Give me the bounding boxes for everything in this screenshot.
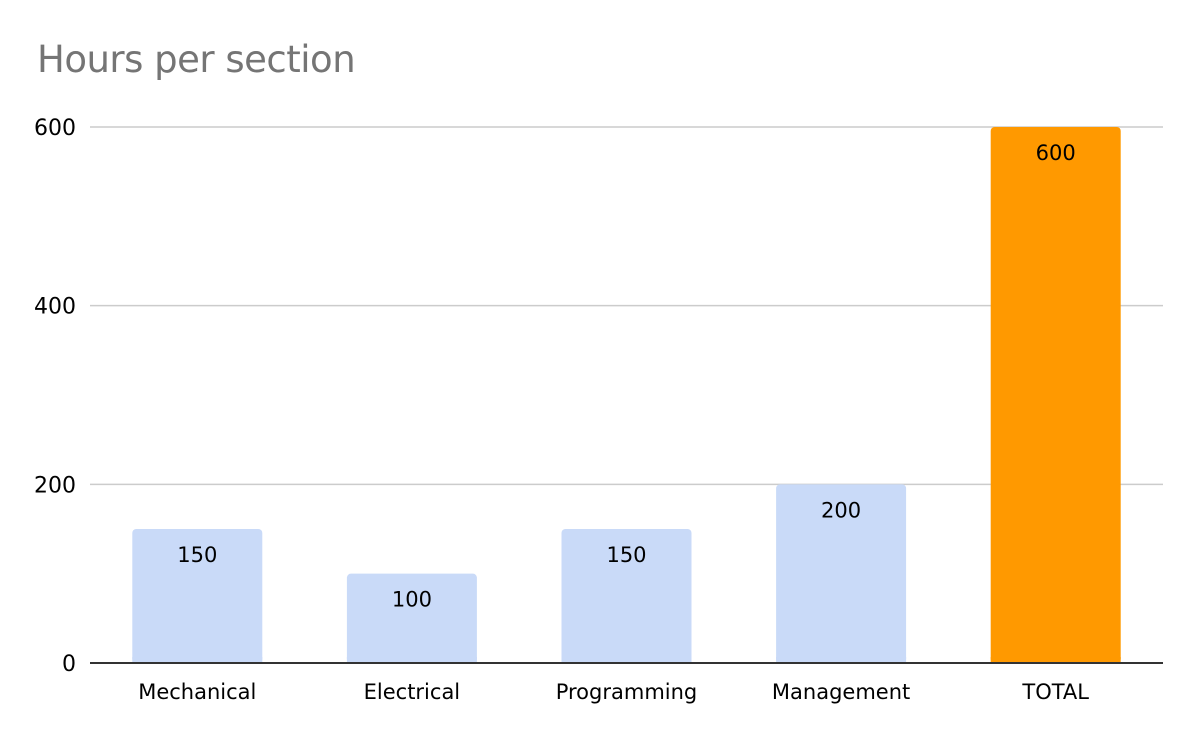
- y-tick-label: 200: [34, 473, 76, 498]
- x-tick-label: Management: [772, 680, 910, 704]
- data-label: 100: [392, 588, 432, 612]
- y-tick-label: 0: [62, 652, 76, 677]
- y-tick-label: 400: [34, 295, 76, 320]
- bar: [561, 529, 692, 663]
- bar-base: [561, 657, 692, 663]
- gridlines: [90, 126, 1163, 486]
- bar: [346, 573, 477, 663]
- bar: [776, 484, 907, 663]
- chart-title: Hours per section: [37, 38, 356, 81]
- x-tick-label: Mechanical: [138, 680, 256, 704]
- x-tick-label: TOTAL: [1021, 680, 1089, 704]
- bar: [132, 529, 263, 663]
- bar-base: [776, 657, 907, 663]
- data-label: 150: [177, 543, 217, 567]
- bar: [990, 127, 1121, 663]
- bars: [132, 127, 1121, 663]
- bar-base: [132, 657, 263, 663]
- labels: 0 200 400 600 150 Mechanical 100 Electrical 150 P…: [34, 116, 1089, 704]
- x-tick-label: Programming: [556, 680, 698, 704]
- data-label: 600: [1036, 141, 1076, 165]
- bar-base: [990, 657, 1121, 663]
- x-tick-label: Electrical: [364, 680, 461, 704]
- data-label: 200: [821, 498, 861, 522]
- bar-base: [346, 657, 477, 663]
- y-tick-label: 600: [34, 116, 76, 141]
- data-label: 150: [606, 543, 646, 567]
